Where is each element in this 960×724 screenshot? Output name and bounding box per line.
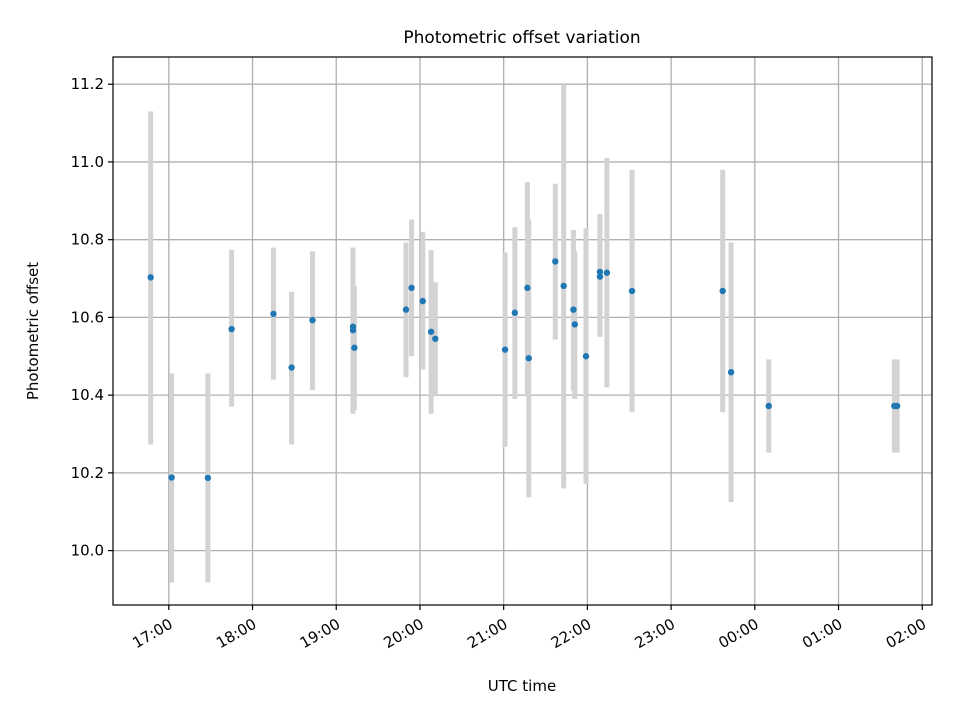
data-point bbox=[501, 346, 509, 353]
x-axis-label: UTC time bbox=[488, 677, 556, 695]
y-axis-label: Photometric offset bbox=[24, 262, 42, 400]
data-point bbox=[893, 402, 901, 410]
y-tick-label: 10.0 bbox=[71, 542, 104, 560]
data-point bbox=[432, 335, 439, 342]
data-point bbox=[727, 368, 735, 376]
data-point bbox=[511, 309, 519, 316]
data-point bbox=[560, 282, 567, 290]
data-point bbox=[349, 327, 357, 334]
y-tick-label: 10.4 bbox=[71, 386, 104, 404]
data-point bbox=[571, 321, 579, 328]
y-tick-label: 11.2 bbox=[71, 75, 104, 93]
data-point bbox=[288, 364, 295, 371]
y-tick-label: 10.8 bbox=[71, 231, 104, 249]
data-point bbox=[525, 355, 532, 362]
data-point bbox=[582, 353, 590, 360]
y-tick-label: 10.6 bbox=[71, 308, 104, 326]
plot-frame bbox=[112, 56, 933, 606]
data-point bbox=[204, 474, 212, 482]
data-point bbox=[351, 344, 358, 351]
data-point bbox=[552, 258, 559, 265]
data-point bbox=[408, 284, 415, 292]
data-point bbox=[168, 474, 175, 481]
data-point bbox=[147, 274, 154, 281]
data-point bbox=[427, 328, 435, 335]
data-point bbox=[628, 287, 636, 295]
data-point bbox=[228, 325, 235, 333]
data-point bbox=[309, 316, 316, 324]
data-point bbox=[765, 402, 772, 410]
data-point bbox=[402, 306, 410, 313]
chart-title: Photometric offset variation bbox=[403, 28, 640, 48]
data-point bbox=[270, 310, 277, 318]
y-tick-label: 10.2 bbox=[71, 464, 104, 482]
data-point bbox=[596, 268, 604, 276]
data-point bbox=[603, 269, 611, 276]
data-point bbox=[524, 284, 531, 292]
data-point bbox=[596, 273, 604, 280]
data-point bbox=[419, 297, 426, 305]
y-tick-label: 11.0 bbox=[71, 153, 104, 171]
data-point bbox=[570, 306, 577, 313]
y-axis-ticks: 10.0 10.2 10.4 10.6 10.8 11.0 11.2 bbox=[71, 75, 113, 560]
data-points bbox=[147, 258, 901, 482]
data-point bbox=[719, 287, 726, 295]
